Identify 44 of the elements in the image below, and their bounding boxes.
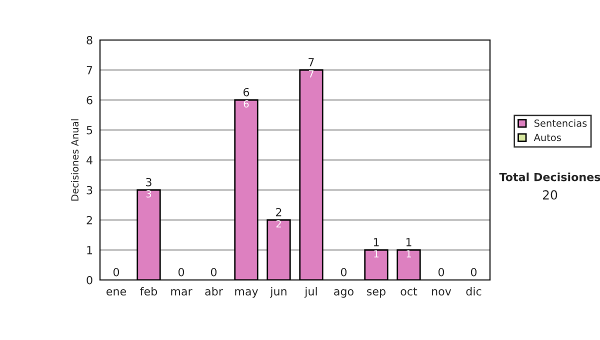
total-label: 1 <box>374 238 379 246</box>
text: Total Decisiones <box>499 172 600 182</box>
x-tick-label: may <box>235 289 258 298</box>
total-label: 0 <box>210 268 217 276</box>
total-label: 0 <box>340 268 347 276</box>
x-tick-label: dic <box>466 286 482 296</box>
total-label: 0 <box>178 268 184 276</box>
y-tick-label: 8 <box>86 36 92 44</box>
legend-label: Autos <box>534 134 561 142</box>
y-tick-label: 1 <box>87 246 92 254</box>
y-tick-label: 6 <box>86 96 92 104</box>
y-tick-label: 2 <box>86 216 92 224</box>
total-label: 0 <box>113 268 120 276</box>
y-tick-label: 4 <box>86 156 92 164</box>
data-label: 1 <box>374 250 378 258</box>
x-tick-label: ago <box>334 289 354 298</box>
y-tick-label: 5 <box>86 126 92 134</box>
y-tick-label: 7 <box>86 66 92 74</box>
x-tick-label: oct <box>400 288 418 296</box>
y-axis-title: Decisiones Anual <box>71 119 79 201</box>
y-tick-label: 3 <box>86 186 92 194</box>
legend-label: Sentencias <box>534 119 587 127</box>
text: 20 <box>542 190 558 200</box>
y-tick-label: 0 <box>86 276 92 284</box>
data-label: 6 <box>244 100 249 108</box>
total-label: 6 <box>243 88 250 96</box>
total-label: 1 <box>406 238 412 246</box>
total-label: 0 <box>470 268 477 276</box>
x-tick-label: ene <box>106 289 126 296</box>
x-tick-label: sep <box>367 289 386 298</box>
x-tick-label: jun <box>270 286 286 298</box>
data-label: 1 <box>406 250 411 258</box>
total-label: 3 <box>146 178 152 186</box>
data-label: 7 <box>308 70 314 78</box>
x-tick-label: jul <box>304 286 317 298</box>
x-tick-label: feb <box>140 286 158 296</box>
x-tick-label: mar <box>171 289 192 296</box>
total-label: 7 <box>308 58 314 66</box>
total-label: 2 <box>276 208 282 216</box>
data-label: 3 <box>146 190 152 198</box>
total-label: 0 <box>438 268 444 276</box>
data-label: 2 <box>276 220 281 228</box>
x-tick-label: nov <box>432 289 452 296</box>
x-tick-label: abr <box>205 286 223 296</box>
